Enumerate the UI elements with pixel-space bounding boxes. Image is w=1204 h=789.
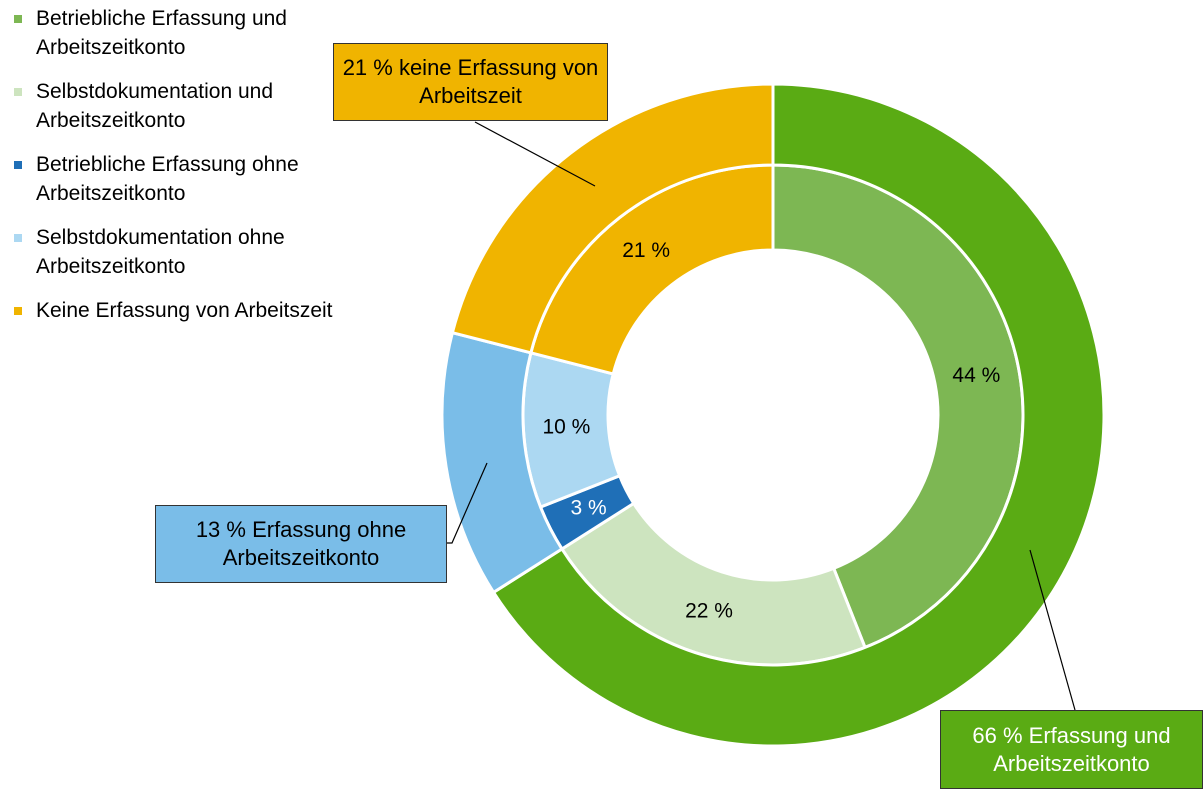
legend-label: Selbstdokumentation ohne Arbeitszeitkont… [36, 226, 285, 278]
callout-label: 21 % keine Erfassung von Arbeitszeit [333, 43, 608, 121]
callout-label: 66 % Erfassung und Arbeitszeitkonto [940, 710, 1203, 789]
legend-item: Selbstdokumentation und Arbeitszeitkonto [14, 77, 306, 135]
legend-item: Betriebliche Erfassung und Arbeitszeitko… [14, 4, 306, 62]
legend-item: Betriebliche Erfassung ohne Arbeitszeitk… [14, 150, 306, 208]
legend-swatch [14, 307, 22, 315]
donut-slice [450, 82, 775, 355]
legend-swatch [14, 15, 22, 23]
legend-label: Keine Erfassung von Arbeitszeit [36, 299, 333, 322]
legend: Betriebliche Erfassung und Arbeitszeitko… [14, 4, 333, 340]
legend-label: Selbstdokumentation und Arbeitszeitkonto [36, 80, 273, 132]
legend-swatch [14, 88, 22, 96]
data-label: 22 % [685, 599, 733, 622]
legend-item: Keine Erfassung von Arbeitszeit [14, 296, 333, 325]
leader-line [474, 121, 596, 187]
legend-item: Selbstdokumentation ohne Arbeitszeitkont… [14, 223, 306, 281]
leader-line [1029, 549, 1076, 711]
data-label: 10 % [542, 416, 590, 439]
donut-slice [491, 82, 1106, 748]
callout-label: 13 % Erfassung ohne Arbeitszeitkonto [155, 505, 447, 583]
data-label: 3 % [570, 497, 606, 520]
legend-label: Betriebliche Erfassung und Arbeitszeitko… [36, 7, 287, 59]
legend-swatch [14, 161, 22, 169]
data-label: 44 % [952, 364, 1000, 387]
data-label: 21 % [622, 239, 670, 262]
legend-label: Betriebliche Erfassung ohne Arbeitszeitk… [36, 153, 299, 205]
legend-swatch [14, 234, 22, 242]
leader-line [447, 462, 488, 544]
